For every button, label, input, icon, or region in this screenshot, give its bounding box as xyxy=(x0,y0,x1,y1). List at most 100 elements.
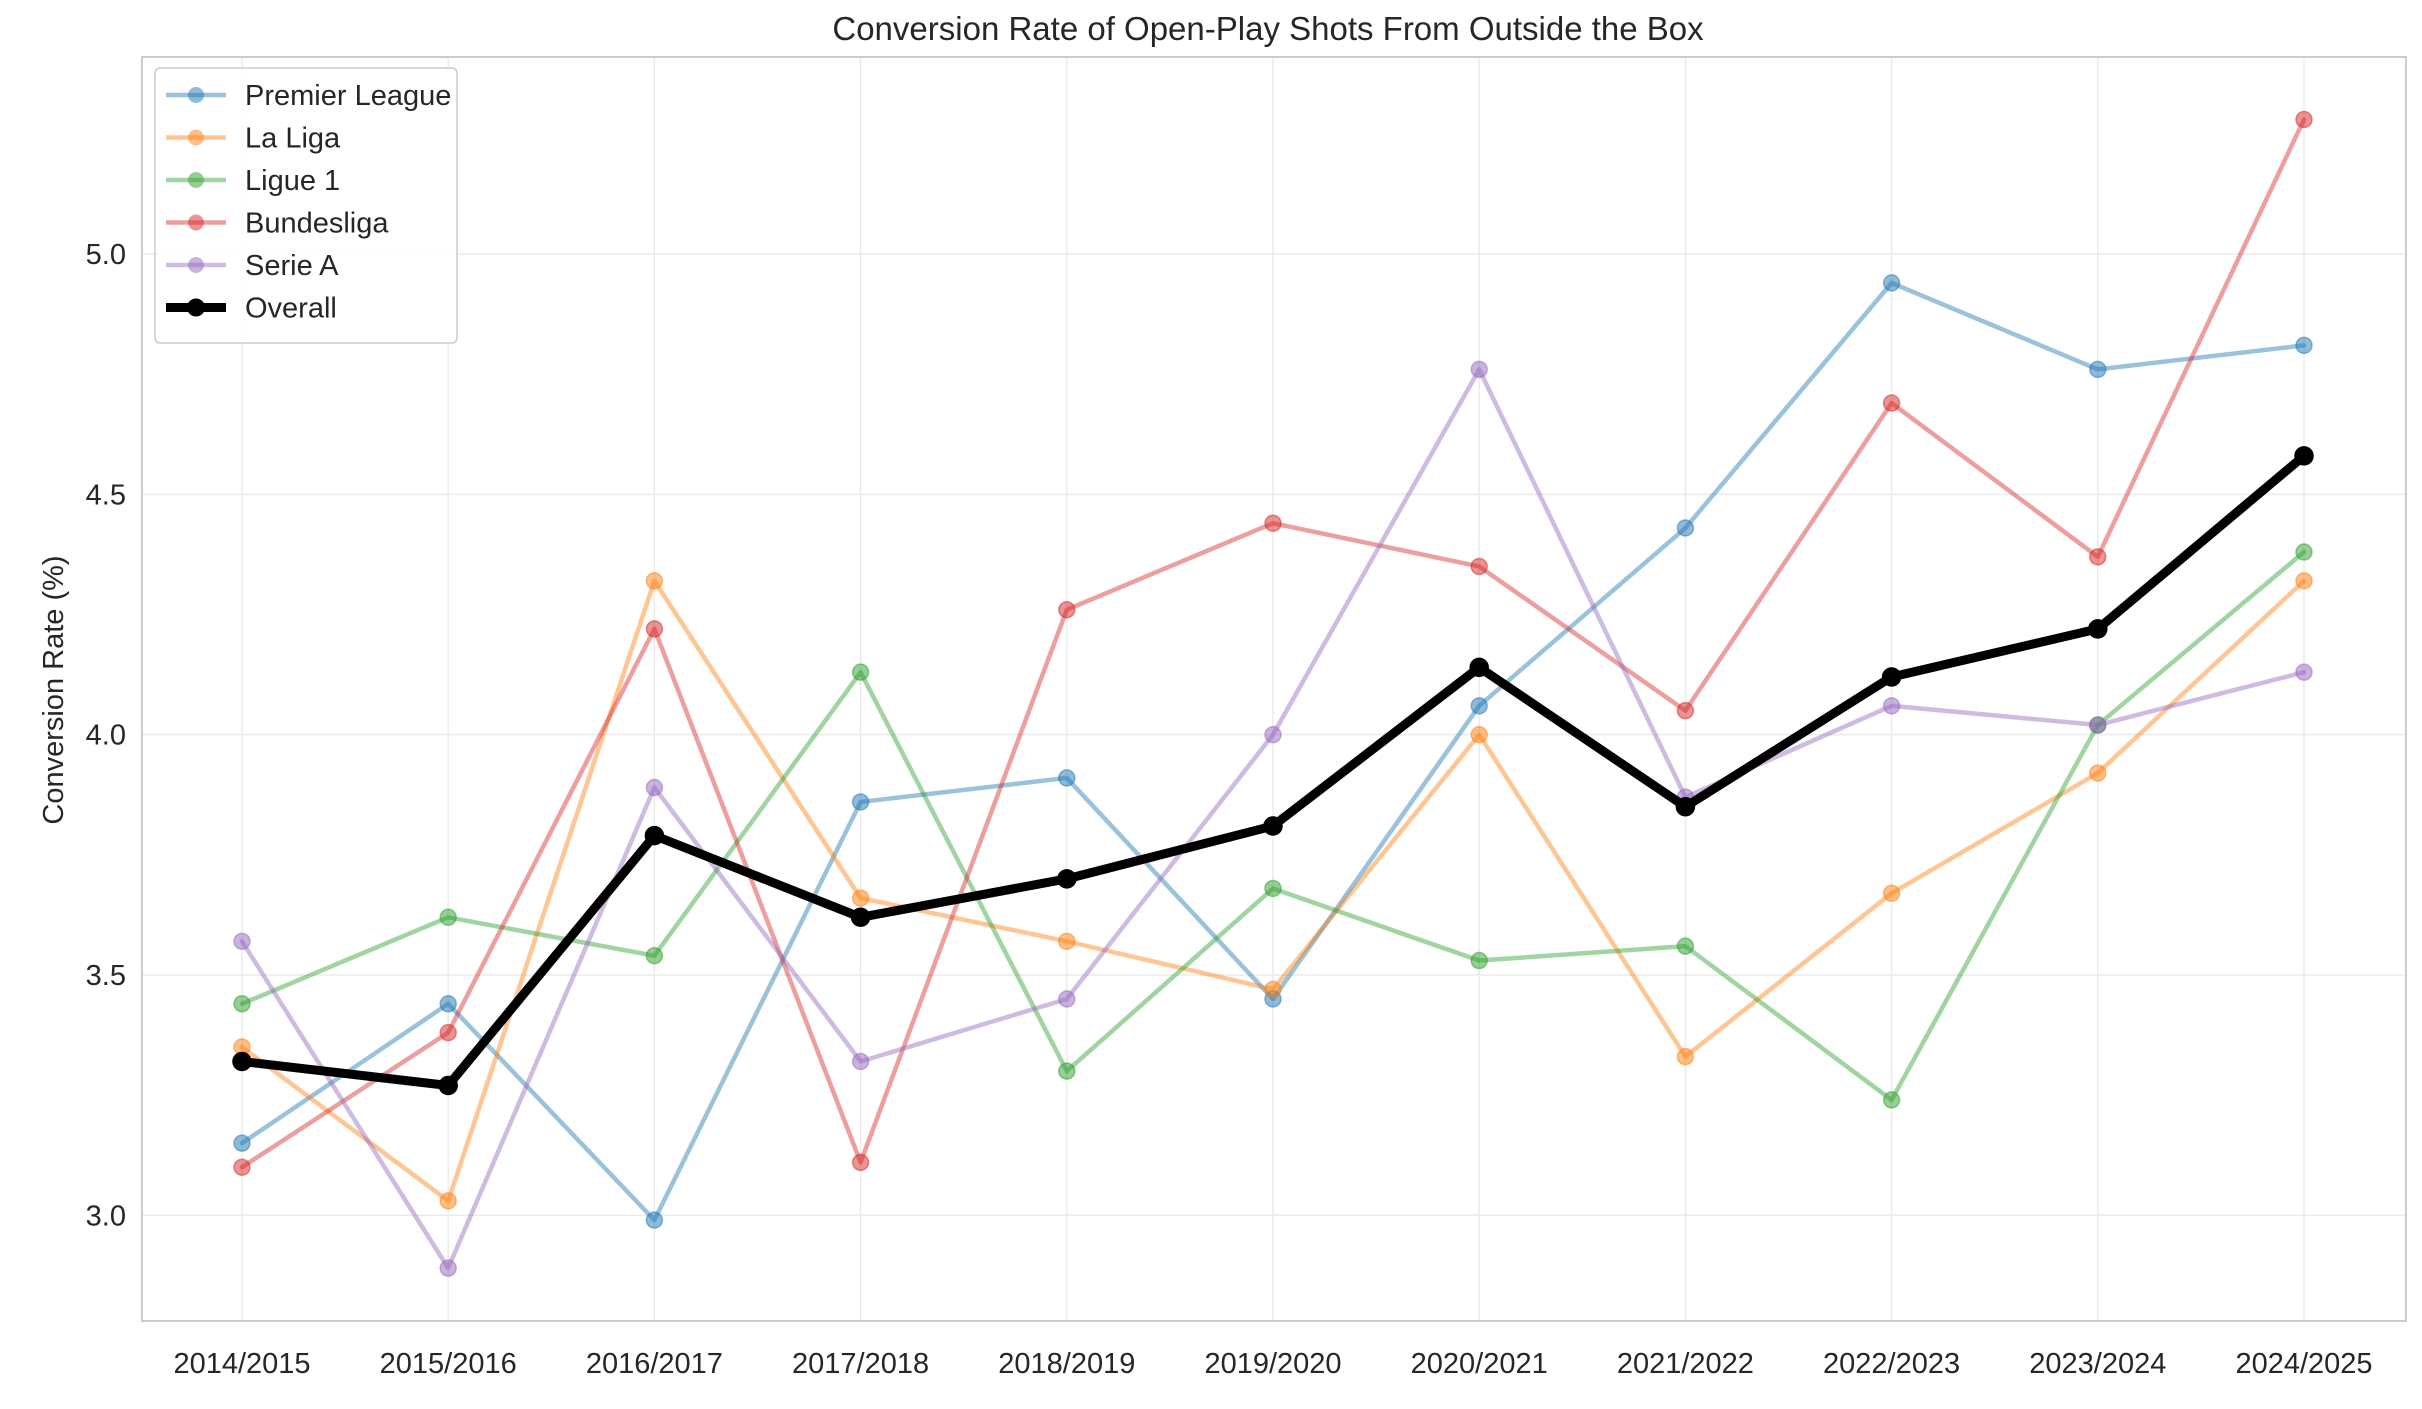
data-point xyxy=(439,908,457,927)
data-point xyxy=(2089,360,2107,379)
data-point xyxy=(851,889,870,907)
legend-marker xyxy=(188,257,204,273)
data-point xyxy=(2089,764,2107,782)
data-point xyxy=(1676,1047,1695,1066)
legend-marker xyxy=(187,298,205,317)
data-point xyxy=(439,1259,457,1277)
legend-label: Ligue 1 xyxy=(245,165,340,197)
data-point xyxy=(1882,697,1901,715)
chart-title: Conversion Rate of Open-Play Shots From … xyxy=(832,10,1704,47)
data-point xyxy=(645,778,664,797)
legend-marker xyxy=(188,214,204,231)
data-point xyxy=(1675,796,1696,817)
legend-item-bundesliga: Bundesliga xyxy=(166,208,389,240)
data-point xyxy=(233,1134,251,1152)
legend-label: Serie A xyxy=(245,250,339,282)
y-axis-ticks: 3.0 3.5 4.0 4.5 5.0 xyxy=(86,239,126,1232)
series-ligue-1 xyxy=(233,543,2313,1109)
data-point xyxy=(645,620,664,638)
data-point xyxy=(1469,657,1489,678)
data-point xyxy=(1264,725,1282,744)
y-axis-label: Conversion Rate (%) xyxy=(38,555,70,824)
data-point xyxy=(438,1075,458,1096)
legend-item-ligue-1: Ligue 1 xyxy=(166,165,340,197)
y-tick-label: 3.5 xyxy=(86,960,126,992)
legend-item-la-liga: La Liga xyxy=(166,123,341,155)
y-tick-label: 5.0 xyxy=(86,239,126,271)
x-tick-label: 2019/2020 xyxy=(1204,1348,1341,1380)
series-overall xyxy=(232,446,2314,1096)
legend-item-premier-league: Premier League xyxy=(166,80,451,112)
data-point xyxy=(1470,725,1488,744)
x-tick-label: 2022/2023 xyxy=(1823,1348,1960,1380)
data-point xyxy=(1882,1091,1901,1109)
x-tick-label: 2014/2015 xyxy=(173,1348,310,1380)
x-tick-label: 2015/2016 xyxy=(380,1348,517,1380)
x-tick-label: 2021/2022 xyxy=(1617,1348,1754,1380)
data-point xyxy=(1058,600,1076,619)
y-tick-label: 3.0 xyxy=(86,1200,126,1232)
legend-label: Overall xyxy=(245,293,337,325)
legend-item-serie-a: Serie A xyxy=(166,250,339,282)
legend-marker xyxy=(188,129,204,146)
legend: Premier League La Liga Ligue 1 Bundesliga Se… xyxy=(154,67,458,344)
data-point xyxy=(439,1023,457,1042)
data-point xyxy=(1676,519,1695,537)
data-point xyxy=(439,995,457,1013)
data-point xyxy=(2089,548,2107,566)
data-point xyxy=(233,1158,251,1176)
legend-label: Premier League xyxy=(245,80,451,112)
data-point xyxy=(1882,394,1901,412)
data-point xyxy=(1470,697,1488,715)
data-point xyxy=(645,1211,664,1229)
data-point xyxy=(645,572,664,590)
data-point xyxy=(1264,879,1282,898)
data-point xyxy=(850,907,871,928)
data-point xyxy=(2295,110,2313,129)
legend-label: Bundesliga xyxy=(245,208,389,240)
x-tick-label: 2018/2019 xyxy=(998,1348,1135,1380)
x-tick-label: 2020/2021 xyxy=(1411,1348,1548,1380)
data-point xyxy=(233,932,251,951)
data-point xyxy=(851,1153,870,1172)
x-tick-label: 2017/2018 xyxy=(792,1348,929,1380)
plot-border xyxy=(141,56,2407,1322)
data-point xyxy=(2294,446,2314,466)
data-point xyxy=(851,793,870,811)
legend-marker xyxy=(188,87,204,103)
x-axis-ticks: 2014/2015 2015/2016 2016/2017 2017/2018 2018… xyxy=(173,1348,2372,1380)
data-point xyxy=(1264,514,1282,532)
data-point xyxy=(1263,816,1283,836)
data-point xyxy=(2089,716,2107,734)
data-point xyxy=(1882,274,1901,292)
data-point xyxy=(2295,336,2313,355)
data-point xyxy=(1058,932,1076,951)
data-point xyxy=(1470,557,1488,576)
x-tick-label: 2024/2025 xyxy=(2235,1348,2372,1380)
x-tick-label: 2016/2017 xyxy=(586,1348,723,1380)
legend-label: La Liga xyxy=(245,123,341,155)
legend-item-overall: Overall xyxy=(166,293,337,325)
data-point xyxy=(233,995,251,1013)
data-point xyxy=(645,946,664,965)
data-point xyxy=(1881,667,1902,687)
data-point xyxy=(851,1052,870,1071)
data-point xyxy=(2295,572,2313,590)
data-point xyxy=(1676,701,1695,720)
legend-marker xyxy=(188,172,204,188)
data-point xyxy=(2295,663,2313,681)
series-la-liga xyxy=(233,572,2313,1210)
data-point xyxy=(1264,980,1282,999)
data-point xyxy=(851,663,870,681)
data-point xyxy=(439,1192,457,1210)
y-tick-label: 4.5 xyxy=(86,479,126,511)
data-point xyxy=(2088,619,2108,639)
data-point xyxy=(232,1051,252,1072)
data-point xyxy=(1058,990,1076,1008)
data-point xyxy=(1058,1062,1076,1080)
y-tick-label: 4.0 xyxy=(86,720,126,752)
x-tick-label: 2023/2024 xyxy=(2029,1348,2166,1380)
data-point xyxy=(1470,951,1488,970)
